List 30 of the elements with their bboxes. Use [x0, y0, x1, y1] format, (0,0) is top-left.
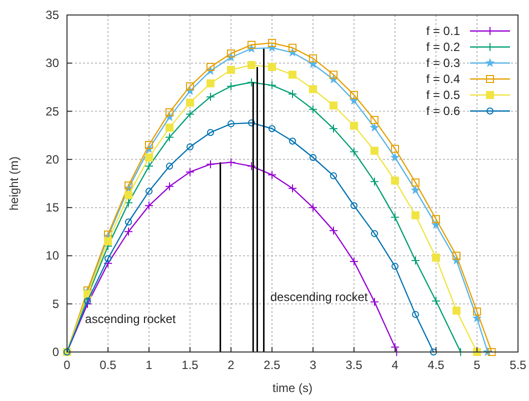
legend-label: f = 0.3 [426, 56, 460, 70]
annotation: descending rocket [270, 290, 368, 304]
x-tick-label: 3 [310, 358, 317, 372]
y-tick-label: 5 [52, 296, 60, 311]
x-tick-label: 1 [146, 358, 153, 372]
legend-label: f = 0.4 [426, 72, 460, 86]
y-tick-label: 25 [46, 104, 60, 118]
legend-label: f = 0.1 [426, 24, 460, 38]
x-tick-label: 4 [392, 358, 399, 372]
annotation: ascending rocket [85, 312, 176, 326]
x-tick-label: 0 [64, 358, 71, 372]
y-tick-label: 0 [52, 345, 60, 359]
y-axis-title: height (m) [7, 156, 21, 211]
x-tick-label: 0.5 [100, 358, 117, 372]
x-tick-label: 3.5 [346, 358, 363, 372]
x-tick-label: 4.5 [428, 358, 445, 372]
x-tick-label: 2 [228, 358, 235, 372]
x-tick-label: 5.5 [510, 358, 527, 372]
legend-label: f = 0.2 [426, 40, 460, 54]
x-tick-label: 5 [474, 358, 481, 372]
x-axis-title: time (s) [272, 381, 312, 395]
y-tick-label: 15 [46, 200, 60, 215]
y-tick-label: 35 [46, 8, 60, 22]
legend-label: f = 0.6 [426, 104, 460, 118]
y-tick-label: 10 [46, 248, 60, 263]
legend-label: f = 0.5 [426, 88, 460, 102]
y-tick-label: 30 [46, 56, 60, 70]
y-tick-label: 20 [46, 152, 60, 166]
x-tick-label: 2.5 [264, 358, 281, 372]
x-tick-label: 1.5 [182, 358, 199, 372]
